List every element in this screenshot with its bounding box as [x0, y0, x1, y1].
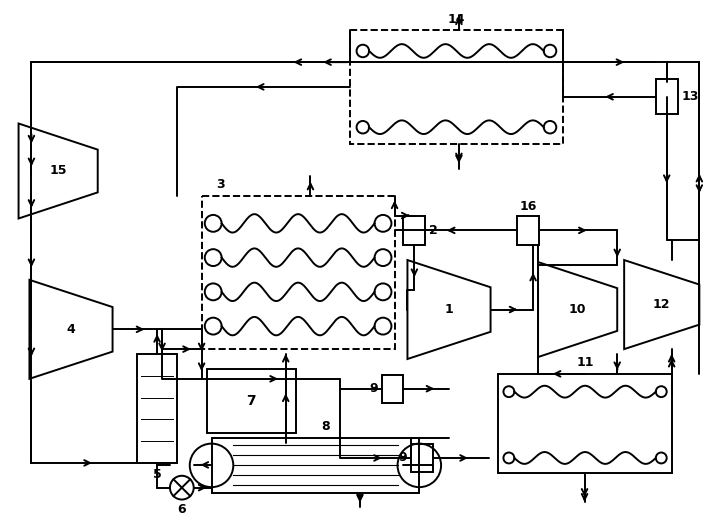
- Bar: [137, 354, 177, 463]
- Text: 12: 12: [653, 298, 670, 311]
- Text: 3: 3: [217, 178, 225, 191]
- Bar: [518, 216, 539, 245]
- Bar: [403, 216, 425, 245]
- Text: 10: 10: [569, 303, 586, 316]
- Bar: [202, 196, 395, 349]
- Text: 7: 7: [246, 394, 256, 408]
- Text: 9: 9: [399, 451, 408, 465]
- Text: 6: 6: [178, 503, 186, 517]
- Text: 13: 13: [682, 90, 699, 104]
- Text: 9: 9: [369, 382, 378, 395]
- Text: 8: 8: [322, 420, 330, 433]
- Text: 16: 16: [520, 200, 537, 212]
- Text: 5: 5: [153, 468, 161, 481]
- Text: 1: 1: [444, 303, 454, 316]
- Text: 11: 11: [577, 356, 594, 369]
- Bar: [382, 375, 403, 402]
- Text: 14: 14: [448, 13, 465, 25]
- Bar: [350, 30, 563, 144]
- Bar: [212, 438, 420, 493]
- Text: 2: 2: [430, 224, 438, 237]
- Bar: [656, 80, 677, 114]
- Bar: [207, 369, 295, 433]
- Text: 4: 4: [67, 323, 75, 336]
- Bar: [498, 374, 672, 473]
- Text: 15: 15: [50, 165, 67, 177]
- Bar: [411, 444, 433, 472]
